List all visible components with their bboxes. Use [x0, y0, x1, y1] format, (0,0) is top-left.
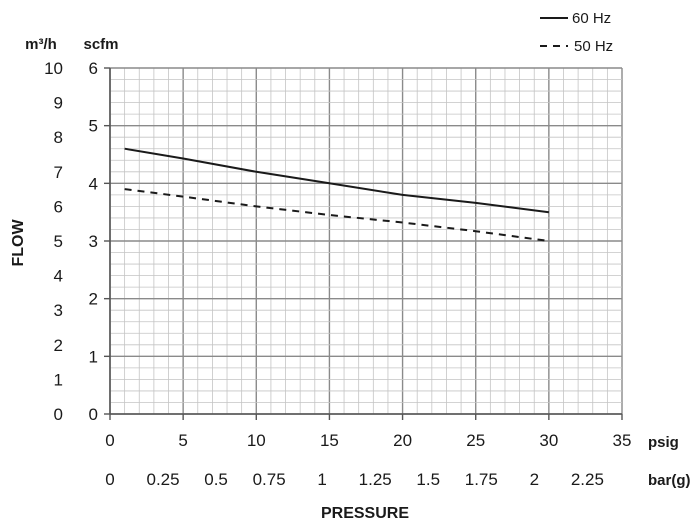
legend-label-50hz: 50 Hz [574, 38, 613, 55]
x-primary-tick-label: 5 [178, 431, 187, 450]
x-secondary-tick-label: 1.75 [465, 470, 498, 489]
y-secondary-tick-label: 0 [54, 405, 63, 424]
series-line-50hz [124, 188, 550, 242]
y-primary-unit: scfm [83, 36, 118, 53]
y-secondary-tick-label: 7 [54, 163, 63, 182]
tick-labels: 0 1 2 3 4 5 6 0 1 2 3 4 5 6 7 8 9 10 0 5 10 15 20 25 30 35 0 0.25 0.… [44, 59, 631, 489]
y-secondary-tick-label: 6 [54, 197, 63, 216]
x-secondary-tick-label: 0.5 [204, 470, 228, 489]
x-secondary-tick-label: 2.25 [571, 470, 604, 489]
y-primary-tick-label: 2 [89, 290, 98, 309]
series-layer [124, 147, 550, 242]
y-secondary-tick-label: 4 [54, 267, 63, 286]
x-secondary-tick-label: 1.25 [359, 470, 392, 489]
y-secondary-tick-label: 9 [54, 94, 63, 113]
y-primary-tick-label: 3 [89, 232, 98, 251]
series-line-60hz [124, 147, 550, 214]
y-primary-tick-label: 6 [89, 59, 98, 78]
y-primary-tick-label: 1 [89, 347, 98, 366]
y-secondary-tick-label: 10 [44, 59, 63, 78]
y-primary-tick-label: 0 [89, 405, 98, 424]
y-primary-tick-label: 5 [89, 117, 98, 136]
x-secondary-unit: bar(g) [648, 472, 690, 489]
x-secondary-tick-label: 0.25 [146, 470, 179, 489]
chart-grid [104, 67, 623, 420]
y-secondary-tick-label: 1 [54, 370, 63, 389]
y-secondary-unit: m³/h [25, 36, 57, 53]
x-primary-tick-label: 35 [613, 431, 632, 450]
y-secondary-tick-label: 2 [54, 336, 63, 355]
y-secondary-tick-label: 3 [54, 301, 63, 320]
x-primary-tick-label: 0 [105, 431, 114, 450]
x-secondary-tick-label: 0 [105, 470, 114, 489]
x-secondary-tick-label: 1.5 [416, 470, 440, 489]
x-secondary-tick-label: 1 [317, 470, 326, 489]
legend-label-60hz: 60 Hz [572, 10, 611, 27]
x-primary-tick-label: 25 [466, 431, 485, 450]
x-primary-tick-label: 15 [320, 431, 339, 450]
y-axis-title: FLOW [10, 219, 27, 267]
y-secondary-tick-label: 8 [54, 128, 63, 147]
x-secondary-tick-label: 2 [530, 470, 539, 489]
x-primary-unit: psig [648, 434, 679, 451]
x-primary-tick-label: 10 [247, 431, 266, 450]
x-primary-tick-label: 30 [539, 431, 558, 450]
y-secondary-tick-label: 5 [54, 232, 63, 251]
x-axis-title: PRESSURE [321, 505, 409, 522]
x-primary-tick-label: 20 [393, 431, 412, 450]
legend: 60 Hz 50 Hz [540, 10, 613, 55]
x-secondary-tick-label: 0.75 [253, 470, 286, 489]
y-primary-tick-label: 4 [89, 174, 98, 193]
